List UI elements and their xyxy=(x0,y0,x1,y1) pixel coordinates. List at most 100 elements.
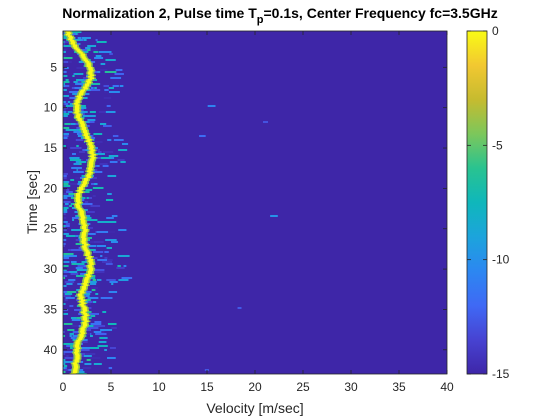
heatmap-speckle xyxy=(91,297,93,299)
heatmap-ridge-cell xyxy=(75,105,79,107)
heatmap-speckle xyxy=(69,91,78,93)
heatmap-ridge-cell xyxy=(88,142,92,144)
heatmap-ridge-cell xyxy=(84,135,88,137)
heatmap-speckle xyxy=(64,57,73,59)
heatmap-speckle xyxy=(62,335,65,337)
heatmap-speckle xyxy=(118,159,125,161)
heatmap-ridge-cell xyxy=(80,331,84,333)
heatmap-speckle xyxy=(77,81,81,83)
heatmap-speckle xyxy=(120,85,124,87)
heatmap-ridge-cell xyxy=(82,246,86,248)
heatmap-speckle xyxy=(104,85,109,87)
heatmap-ridge-cell xyxy=(88,144,92,146)
heatmap-speckle xyxy=(97,259,107,261)
heatmap-speckle xyxy=(71,337,75,339)
heatmap-ridge-cell xyxy=(79,121,83,123)
heatmap-speckle xyxy=(71,261,77,263)
heatmap-ridge-cell xyxy=(85,84,89,86)
heatmap-ridge-cell xyxy=(86,81,90,83)
heatmap-ridge-cell xyxy=(78,52,82,54)
heatmap-ridge-cell xyxy=(87,177,91,179)
heatmap-speckle xyxy=(68,279,75,281)
heatmap-ridge-cell xyxy=(76,114,80,116)
heatmap-speckle xyxy=(94,363,102,365)
heatmap-ridge-cell xyxy=(78,120,82,122)
y-tick-label: 5 xyxy=(50,60,57,74)
heatmap-speckle xyxy=(107,259,112,261)
x-tick-label: 25 xyxy=(296,380,310,394)
heatmap-speckle xyxy=(60,275,67,277)
heatmap-speckle xyxy=(85,201,88,203)
heatmap-ridge-cell xyxy=(79,94,83,96)
heatmap-speckle xyxy=(93,133,102,135)
heatmap-ridge-cell xyxy=(81,289,85,291)
heatmap-speckle xyxy=(70,159,81,161)
heatmap-speckle xyxy=(62,225,66,227)
heatmap-speckle xyxy=(60,291,67,293)
heatmap-ridge-cell xyxy=(68,36,72,38)
heatmap-speckle xyxy=(117,265,120,267)
heatmap-speckle xyxy=(65,293,72,295)
heatmap-speckle xyxy=(109,367,112,369)
heatmap-speckle xyxy=(104,221,116,223)
heatmap-speckle xyxy=(66,129,77,131)
heatmap-ridge-cell xyxy=(84,280,88,282)
heatmap-ridge-cell xyxy=(81,306,85,308)
heatmap-ridge-cell xyxy=(89,70,93,72)
heatmap-ridge-cell xyxy=(88,273,92,275)
heatmap-ridge-cell xyxy=(77,51,81,53)
heatmap-speckle xyxy=(199,135,206,137)
heatmap-ridge-cell xyxy=(89,162,93,164)
heatmap-ridge-cell xyxy=(83,181,87,183)
heatmap-ridge-cell xyxy=(73,363,77,365)
heatmap-speckle xyxy=(114,139,124,141)
heatmap-speckle xyxy=(72,219,74,221)
heatmap-speckle xyxy=(60,49,66,51)
heatmap-speckle xyxy=(116,267,124,269)
heatmap-speckle xyxy=(104,111,115,113)
heatmap-speckle xyxy=(111,241,118,243)
heatmap-speckle xyxy=(83,39,86,41)
heatmap-ridge-cell xyxy=(88,76,92,78)
heatmap-speckle xyxy=(99,163,107,165)
heatmap-speckle xyxy=(64,323,73,325)
heatmap-ridge-cell xyxy=(76,340,80,342)
heatmap-ridge-cell xyxy=(86,253,90,255)
heatmap-speckle xyxy=(109,91,120,93)
y-tick-label: 35 xyxy=(44,302,58,316)
heatmap-ridge-cell xyxy=(90,78,94,80)
heatmap-ridge-cell xyxy=(81,217,85,219)
heatmap-ridge-cell xyxy=(81,237,85,239)
heatmap-ridge-cell xyxy=(83,132,87,134)
heatmap-ridge-cell xyxy=(75,361,79,363)
heatmap-ridge-cell xyxy=(81,327,85,329)
heatmap-speckle xyxy=(99,155,102,157)
heatmap-ridge-cell xyxy=(89,165,93,167)
heatmap-speckle xyxy=(60,209,67,211)
heatmap-speckle xyxy=(61,111,67,113)
heatmap-ridge-cell xyxy=(82,286,86,288)
heatmap-speckle xyxy=(64,365,67,367)
colorbar-tick-label: 0 xyxy=(492,24,499,38)
heatmap-speckle xyxy=(87,359,91,361)
heatmap-ridge-cell xyxy=(82,58,86,60)
heatmap-speckle xyxy=(89,357,100,359)
heatmap-ridge-cell xyxy=(79,298,83,300)
heatmap-ridge-cell xyxy=(83,87,87,89)
heatmap-speckle xyxy=(63,303,65,305)
heatmap-speckle xyxy=(61,145,66,147)
heatmap-ridge-cell xyxy=(75,346,79,348)
heatmap-speckle xyxy=(76,263,84,265)
heatmap-ridge-cell xyxy=(76,99,80,101)
heatmap-ridge-cell xyxy=(74,360,78,362)
heatmap-ridge-cell xyxy=(81,312,85,314)
heatmap-speckle xyxy=(93,51,98,53)
heatmap-speckle xyxy=(106,279,116,281)
x-tick-label: 5 xyxy=(108,380,115,394)
heatmap-ridge-cell xyxy=(74,366,78,368)
x-axis-label: Velocity [m/sec] xyxy=(206,400,303,416)
heatmap-ridge-cell xyxy=(78,339,82,341)
heatmap-speckle xyxy=(107,193,112,195)
heatmap-ridge-cell xyxy=(87,174,91,176)
heatmap-ridge-cell xyxy=(76,115,80,117)
